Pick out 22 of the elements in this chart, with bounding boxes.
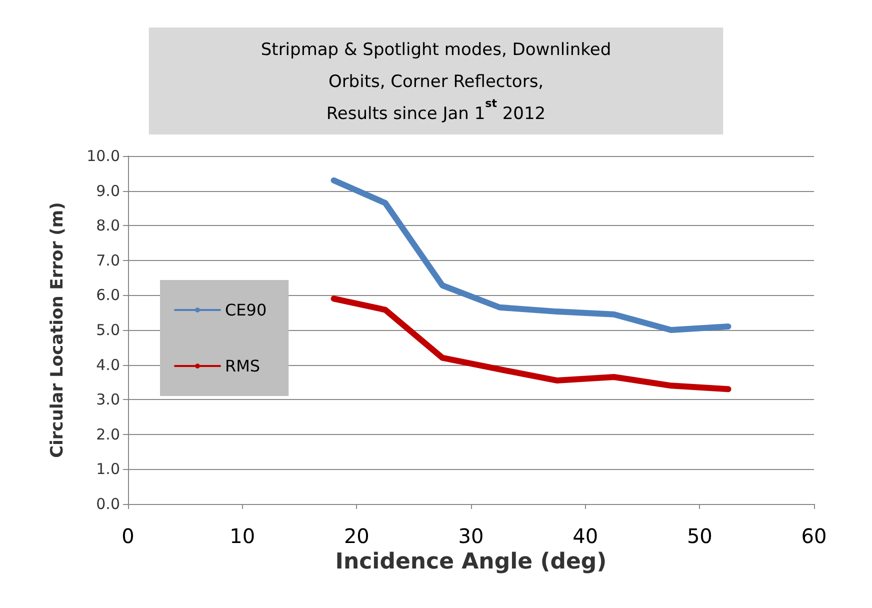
y-axis-title: Circular Location Error (m) <box>48 202 68 458</box>
x-tick-label: 60 <box>801 524 827 548</box>
legend-label: RMS <box>225 356 260 376</box>
y-tick-label: 8.0 <box>96 216 120 235</box>
y-tick-label: 7.0 <box>96 251 120 270</box>
x-axis-title: Incidence Angle (deg) <box>335 549 607 574</box>
x-tick-label: 0 <box>122 524 134 548</box>
x-tick-label: 40 <box>572 524 598 548</box>
y-tick-label: 1.0 <box>96 460 120 478</box>
x-tick-label: 10 <box>230 524 256 548</box>
y-tick-label: 4.0 <box>96 356 120 374</box>
x-tick-label: 20 <box>344 524 370 548</box>
y-tick-label: 10.0 <box>86 147 120 165</box>
y-tick-label: 2.0 <box>96 425 120 444</box>
legend-label: CE90 <box>225 300 267 320</box>
y-tick-label: 3.0 <box>96 390 120 409</box>
y-tick-label: 0.0 <box>96 495 120 513</box>
y-tick-label: 5.0 <box>96 321 120 339</box>
y-tick-label: 9.0 <box>96 182 120 200</box>
x-tick-label: 50 <box>686 524 712 548</box>
x-tick-label: 30 <box>458 524 484 548</box>
y-tick-label: 6.0 <box>96 286 120 304</box>
